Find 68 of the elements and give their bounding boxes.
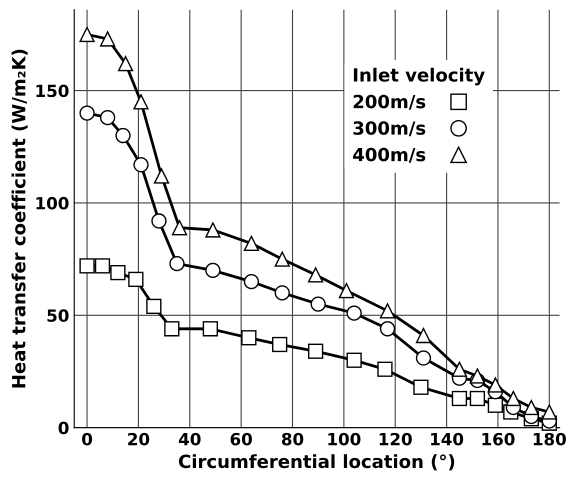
point xyxy=(274,252,290,267)
point xyxy=(416,350,432,366)
point xyxy=(244,274,260,290)
point xyxy=(118,56,134,72)
y-tick-label: 50 xyxy=(47,309,69,322)
point xyxy=(202,321,218,336)
point xyxy=(79,258,95,274)
point xyxy=(470,368,486,384)
point xyxy=(79,26,95,42)
point xyxy=(308,344,324,359)
point xyxy=(542,404,557,420)
point xyxy=(205,222,221,238)
point xyxy=(115,128,131,144)
legend-label: 200m/s xyxy=(354,94,426,110)
y-axis-title: Heat transfer coefficient (W/m₂K) xyxy=(12,50,28,388)
legend-label: 400m/s xyxy=(353,148,426,163)
point xyxy=(452,390,468,406)
point xyxy=(169,256,185,272)
point xyxy=(377,362,393,377)
point xyxy=(413,380,429,395)
x-tick-label: 100 xyxy=(328,432,360,446)
x-tick-label: 40 xyxy=(178,432,201,446)
point xyxy=(241,330,256,346)
point xyxy=(272,336,288,352)
y-tick-label: 0 xyxy=(58,422,69,434)
point xyxy=(172,220,188,236)
point xyxy=(154,168,170,184)
point xyxy=(205,262,221,278)
point xyxy=(416,328,432,344)
x-tick-label: 120 xyxy=(380,432,412,446)
y-tick-label: 150 xyxy=(36,84,69,98)
point xyxy=(100,110,116,126)
point xyxy=(524,400,539,416)
point xyxy=(310,296,326,312)
x-tick-label: 160 xyxy=(482,432,515,446)
legend-label: 300m/s xyxy=(353,121,426,136)
point xyxy=(133,157,149,172)
point xyxy=(380,303,396,318)
point xyxy=(506,390,521,406)
point xyxy=(100,31,116,47)
x-tick-label: 180 xyxy=(534,432,566,446)
x-axis-title: Circumferential location (°) xyxy=(178,454,454,470)
point xyxy=(488,377,504,393)
point xyxy=(346,305,362,321)
y-tick-label: 100 xyxy=(36,196,69,210)
point xyxy=(94,258,110,274)
point xyxy=(133,94,149,110)
point xyxy=(151,213,167,229)
point xyxy=(380,321,396,336)
point xyxy=(146,298,162,314)
x-tick-label: 0 xyxy=(82,432,92,446)
point xyxy=(110,264,126,280)
legend-title: Inlet velocity xyxy=(354,68,485,86)
point xyxy=(128,272,144,288)
x-tick-label: 60 xyxy=(230,432,252,446)
point xyxy=(274,285,290,300)
point xyxy=(452,362,468,377)
point xyxy=(470,390,486,406)
point xyxy=(164,321,180,336)
point xyxy=(338,282,354,298)
point xyxy=(244,236,260,252)
x-tick-label: 20 xyxy=(128,432,150,446)
point xyxy=(79,105,95,121)
x-tick-label: 80 xyxy=(282,432,304,446)
x-tick-label: 140 xyxy=(431,432,464,446)
point xyxy=(346,352,362,368)
point xyxy=(488,398,504,413)
point xyxy=(308,267,324,283)
